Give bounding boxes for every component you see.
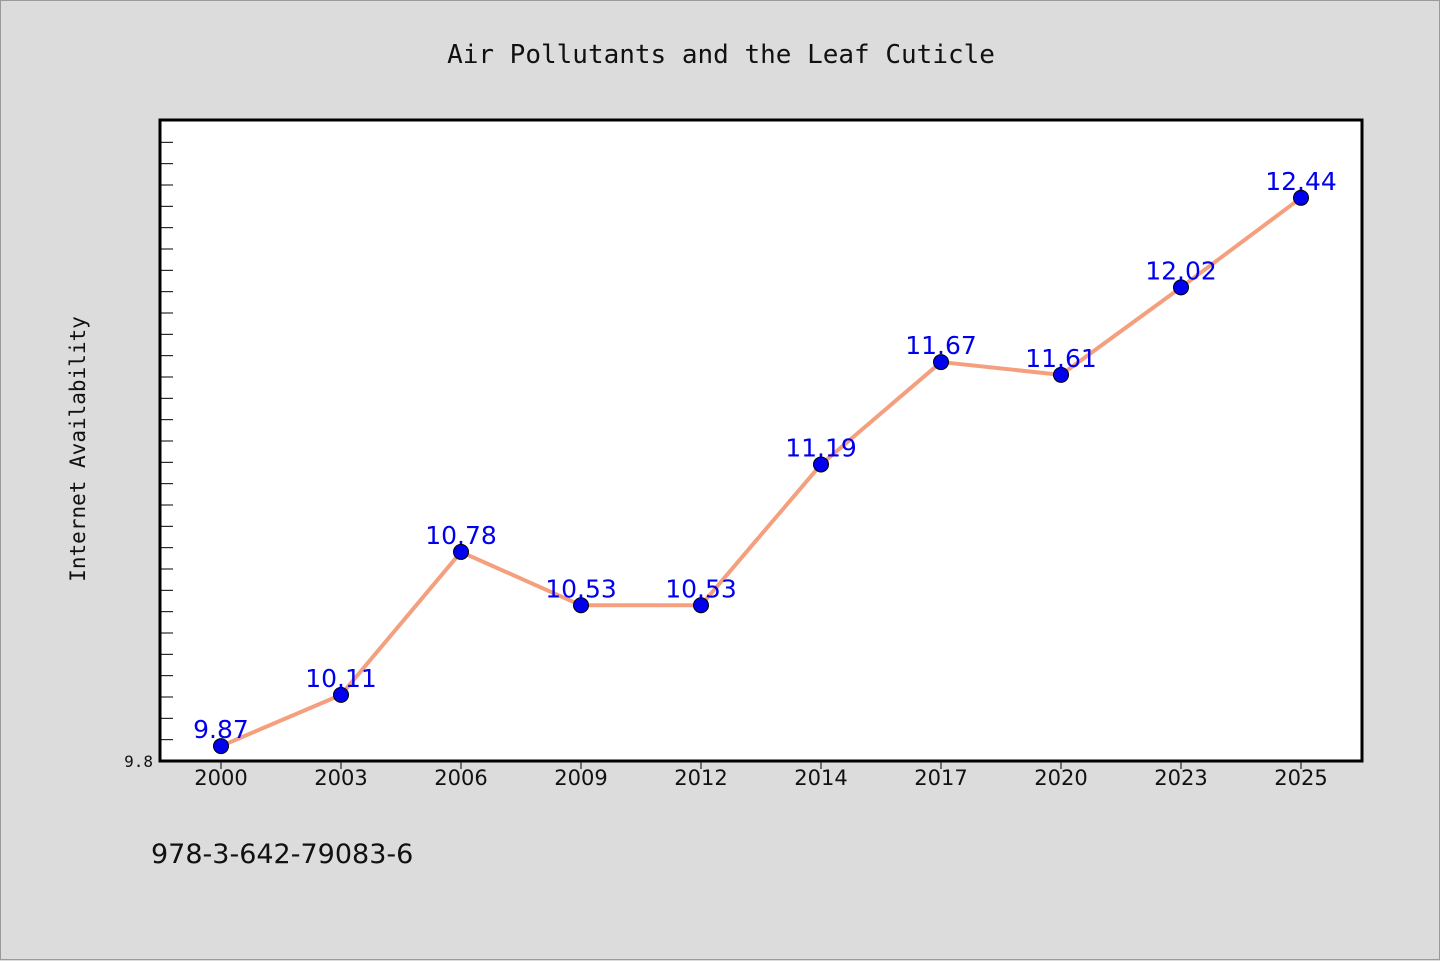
data-point <box>1293 189 1309 206</box>
data-point <box>1173 279 1189 296</box>
data-label: 11.61 <box>1025 344 1097 373</box>
data-point <box>933 354 949 371</box>
x-tick-label: 2020 <box>1034 766 1087 790</box>
data-point <box>333 686 349 703</box>
data-label: 10.53 <box>545 574 617 603</box>
x-tick-labels: 2000 2003 2006 2009 2012 2014 2017 2020 2023 2025 <box>194 766 1327 790</box>
series-markers <box>213 189 1309 755</box>
y-axis-ticks <box>161 120 173 762</box>
x-axis-ticks <box>220 761 1302 769</box>
x-tick-label: 2000 <box>194 766 247 790</box>
x-tick-label: 2017 <box>914 766 967 790</box>
x-tick-label: 2012 <box>674 766 727 790</box>
data-label: 12.02 <box>1145 256 1217 285</box>
data-point <box>453 543 469 560</box>
data-label: 11.19 <box>785 433 857 462</box>
x-tick-label: 2009 <box>554 766 607 790</box>
y-tick-label: 9.8 <box>124 752 153 771</box>
data-point <box>1053 366 1069 383</box>
data-label: 9.87 <box>193 715 249 744</box>
chart-title: Air Pollutants and the Leaf Cuticle <box>447 40 995 70</box>
data-label: 10.11 <box>305 664 377 693</box>
data-label: 12.44 <box>1265 167 1337 196</box>
x-tick-label: 2006 <box>434 766 487 790</box>
plot-area <box>158 118 1364 763</box>
series-line <box>220 196 1303 748</box>
x-tick-label: 2025 <box>1274 766 1327 790</box>
data-label: 10.53 <box>665 574 737 603</box>
data-label: 11.67 <box>905 331 977 360</box>
data-point <box>573 597 589 614</box>
data-point <box>813 456 829 473</box>
footnote-isbn: 978-3-642-79083-6 <box>151 839 413 870</box>
data-labels: 9.87 10.11 10.78 10.53 10.53 11.19 11.67 11.61 1… <box>193 167 1337 744</box>
data-point <box>213 738 229 755</box>
y-axis-label: Internet Availability <box>66 316 90 582</box>
x-tick-label: 2003 <box>314 766 367 790</box>
x-tick-label: 2023 <box>1154 766 1207 790</box>
data-label: 10.78 <box>425 521 497 550</box>
x-tick-label: 2014 <box>794 766 847 790</box>
data-point <box>693 597 709 614</box>
